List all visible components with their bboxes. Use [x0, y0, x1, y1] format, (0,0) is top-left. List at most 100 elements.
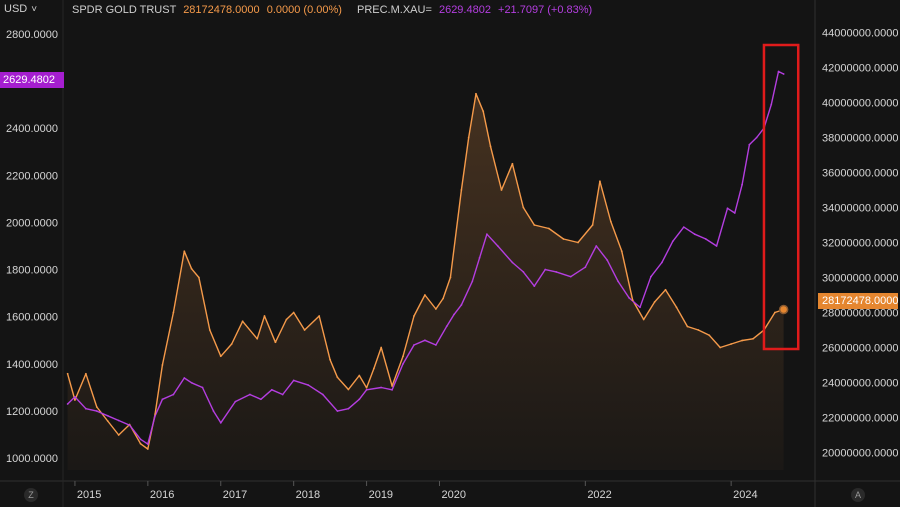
right-axis-tick-label: 20000000.0000: [822, 448, 898, 460]
legend-series1-name[interactable]: SPDR GOLD TRUST: [72, 4, 177, 16]
xau-data-point: [358, 398, 361, 401]
currency-label: USD: [4, 3, 28, 15]
xau-data-point: [259, 398, 262, 401]
spdr-area-fill: [67, 93, 784, 471]
spdr-data-point: [391, 385, 394, 387]
xau-data-point: [569, 275, 572, 278]
left-axis-tick-label: 1800.0000: [6, 265, 58, 277]
xau-data-point: [606, 259, 609, 262]
legend-series2-change: +21.7097 (+0.83%): [498, 4, 593, 16]
right-axis-tick-label: 26000000.0000: [822, 343, 898, 355]
xau-data-point: [402, 362, 404, 365]
xau-data-point: [234, 400, 237, 403]
xau-data-point: [106, 414, 109, 417]
spdr-data-point: [285, 318, 288, 321]
highlight-box: [762, 43, 800, 351]
legend-series2-name[interactable]: PREC.M.XAU=: [357, 4, 432, 16]
xau-data-point: [496, 245, 499, 247]
xau-data-point: [117, 419, 120, 422]
xau-data-point: [584, 266, 587, 269]
spdr-data-point: [719, 346, 722, 349]
xau-data-point: [347, 407, 350, 410]
xau-data-point: [650, 275, 652, 278]
spdr-data-point: [533, 224, 536, 226]
spdr-data-point: [708, 334, 711, 337]
spdr-data-point: [172, 311, 175, 314]
xau-data-point: [726, 207, 729, 210]
xau-data-point: [453, 313, 455, 316]
spdr-data-point: [336, 376, 339, 379]
spdr-data-point: [631, 299, 634, 302]
xau-data-point: [307, 384, 310, 387]
spdr-data-point: [653, 301, 656, 303]
x-axis-tick-label: 2020: [442, 489, 466, 501]
spdr-data-point: [402, 355, 404, 358]
spdr-data-point: [329, 358, 332, 361]
spdr-data-point: [773, 311, 776, 314]
spdr-data-point: [347, 388, 350, 391]
spdr-data-point: [697, 329, 700, 331]
xau-data-point: [172, 393, 175, 396]
spdr-data-point: [66, 372, 69, 375]
xau-data-point: [95, 410, 98, 412]
spdr-data-point: [642, 318, 645, 321]
xau-data-point: [336, 410, 339, 412]
spdr-data-point: [609, 220, 612, 223]
xau-data-point: [391, 388, 394, 391]
x-axis-tick-label: 2019: [369, 489, 393, 501]
spdr-data-point: [686, 325, 689, 328]
left-axis-tick-label: 2000.0000: [6, 217, 58, 229]
xau-data-point: [460, 304, 463, 306]
xau-data-point: [660, 261, 663, 264]
axis-layer: 1000.0000 1200.0000 1400.0000 1600.0000 1800…: [6, 28, 898, 502]
left-axis-tick-label: 1600.0000: [6, 312, 58, 324]
spdr-data-point: [146, 448, 149, 450]
spdr-data-point: [208, 329, 211, 331]
spdr-data-point: [730, 343, 733, 345]
xau-data-point: [161, 398, 164, 401]
legend-series1-value: 28172478.0000: [183, 4, 260, 16]
xau-data-point: [715, 245, 718, 247]
area-layer: [67, 93, 784, 471]
xau-data-point: [617, 280, 620, 283]
chevron-down-icon: ˅: [31, 4, 38, 15]
spdr-data-point: [219, 355, 222, 358]
spdr-data-point: [511, 162, 514, 165]
spdr-data-point: [522, 206, 525, 209]
xau-data-point: [321, 393, 324, 396]
spdr-data-point: [197, 276, 200, 279]
left-price-value: 2629.4802: [3, 74, 55, 86]
spdr-data-point: [413, 315, 415, 317]
xau-data-point: [201, 386, 204, 389]
spdr-data-point: [303, 329, 306, 331]
left-axis-tick-label: 1000.0000: [6, 453, 58, 465]
left-price-badge: 2629.4802: [0, 72, 64, 88]
right-axis-tick-label: 42000000.0000: [822, 63, 898, 75]
spdr-data-point: [241, 320, 244, 323]
right-axis-tick-label: 36000000.0000: [822, 168, 898, 180]
xau-data-point: [212, 410, 215, 412]
xau-data-point: [485, 233, 488, 236]
xau-data-point: [365, 388, 368, 391]
spdr-data-point: [675, 306, 678, 309]
auto-scale-button[interactable]: A: [851, 488, 865, 502]
xau-data-point: [434, 344, 437, 346]
xau-data-point: [555, 271, 558, 273]
spdr-data-point: [318, 315, 321, 317]
x-axis-tick-label: 2017: [223, 489, 247, 501]
spdr-data-point: [475, 92, 477, 95]
xau-data-point: [628, 296, 630, 299]
xau-data-point: [380, 386, 383, 389]
left-axis-tick-label: 2800.0000: [6, 29, 58, 41]
right-axis-tick-label: 30000000.0000: [822, 273, 898, 285]
legend-series1-change: 0.0000 (0.00%): [266, 4, 342, 16]
zoom-button[interactable]: Z: [24, 488, 38, 502]
spdr-data-point: [263, 315, 266, 317]
xau-data-point: [533, 285, 536, 287]
xau-data-point: [704, 238, 707, 240]
spdr-data-point: [500, 189, 503, 191]
xau-data-point: [139, 438, 142, 441]
spdr-data-point: [274, 341, 277, 344]
currency-menu[interactable]: USD ˅: [4, 3, 37, 15]
xau-data-point: [471, 280, 474, 283]
